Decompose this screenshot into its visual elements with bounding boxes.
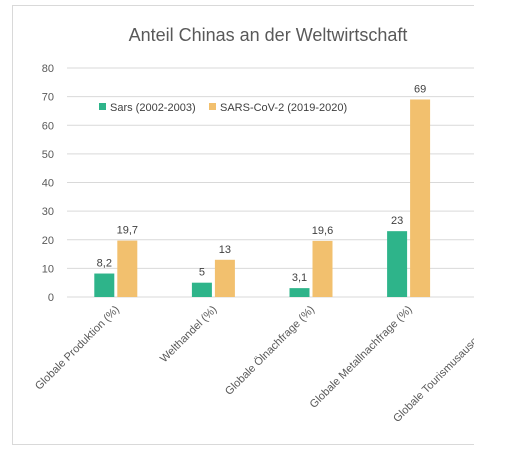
legend: Sars (2002-2003) SARS-CoV-2 (2019-2020): [99, 102, 347, 114]
bars: [94, 99, 431, 297]
legend-swatch-sars: [99, 103, 106, 110]
data-label: 23: [391, 215, 403, 227]
y-tick-label: 30: [42, 206, 54, 218]
y-tick-label: 10: [42, 263, 54, 275]
data-label: 13: [219, 244, 231, 256]
category-labels: Globale Produktion (%) Welthandel (%) Glob…: [33, 304, 474, 425]
chart-svg: Anteil Chinas an der Weltwirtschaft 0 10 2…: [33, 25, 474, 425]
bar: [214, 259, 235, 297]
data-label: 8,2: [97, 258, 112, 270]
y-tick-label: 80: [42, 63, 54, 75]
chart-title: Anteil Chinas an der Weltwirtschaft: [129, 25, 408, 45]
y-tick-label: 0: [48, 292, 54, 304]
y-tick-label: 50: [42, 149, 54, 161]
y-tick-label: 20: [42, 235, 54, 247]
bar: [289, 288, 310, 297]
data-label: 19,6: [312, 225, 333, 237]
data-label: 69: [414, 83, 426, 95]
bar: [191, 282, 212, 297]
data-label: 3,1: [292, 272, 307, 284]
legend-label-sars-cov-2: SARS-CoV-2 (2019-2020): [220, 102, 347, 114]
data-label: 5: [199, 267, 205, 279]
legend-label-sars: Sars (2002-2003): [110, 102, 196, 114]
bar: [387, 231, 408, 297]
y-tick-label: 40: [42, 178, 54, 190]
category-label: Globale Ölnachfrage (%): [223, 304, 317, 398]
category-label: Globale Produktion (%): [33, 304, 122, 393]
y-tick-label: 70: [42, 92, 54, 104]
bar: [410, 99, 431, 297]
bar: [312, 240, 333, 297]
y-tick-labels: 0 10 20 30 40 50 60 70 80: [42, 63, 54, 304]
legend-swatch-sars-cov-2: [209, 103, 216, 110]
category-label: Globale Metallnachfrage (%): [308, 304, 415, 411]
data-label: 19,7: [117, 225, 138, 237]
bar: [94, 273, 115, 297]
bar: [117, 240, 138, 297]
category-label: Welthandel (%): [158, 304, 220, 366]
y-tick-label: 60: [42, 120, 54, 132]
chart-frame: Anteil Chinas an der Weltwirtschaft 0 10 2…: [12, 5, 474, 445]
